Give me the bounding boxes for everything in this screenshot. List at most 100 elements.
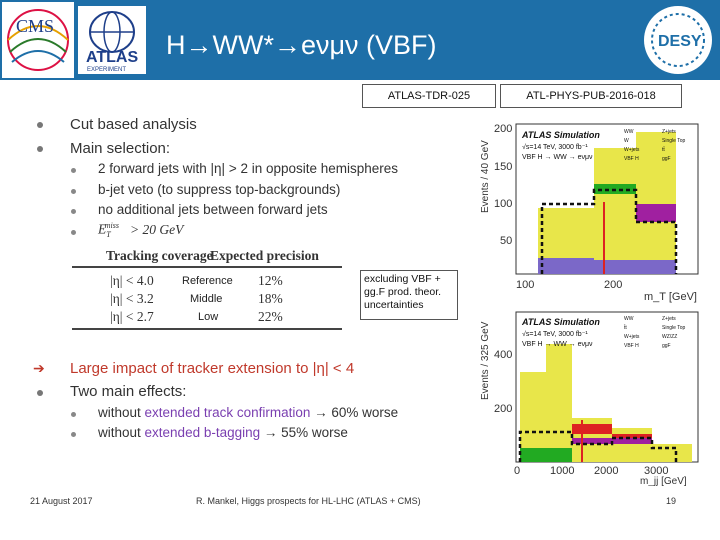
mt-ytick: 200 (494, 123, 512, 135)
mjj-ylabel: Events / 325 GeV (480, 321, 491, 400)
footer-date: 21 August 2017 (30, 496, 93, 506)
mt-bar-vbf (636, 204, 676, 222)
bullet-dot (37, 146, 43, 152)
mjj-xlabel: m_jj [GeV] (640, 476, 687, 486)
mt-ylabel: Events / 40 GeV (480, 140, 491, 213)
mjj-bar (652, 444, 692, 462)
svg-text:ATLAS: ATLAS (86, 49, 138, 66)
table-coverage-cell: |η| < 4.0 (110, 273, 154, 288)
mjj-legend-entry: Single Top (662, 325, 685, 331)
bullet-two-effects: Two main effects: (70, 383, 187, 400)
table-rule (72, 328, 342, 330)
table-header-coverage: Tracking coverage (106, 248, 213, 263)
footer-center: R. Mankel, Higgs prospects for HL-LHC (A… (196, 496, 421, 506)
mt-plot-svg: Events / 40 GeV 200 150 100 50 ATLAS Sim… (480, 123, 699, 303)
cms-logo: CMS (2, 2, 74, 78)
mt-legend-entry: VBF H (624, 156, 639, 162)
mt-xtick: 200 (604, 279, 622, 291)
footer-page-number: 19 (666, 496, 677, 506)
mjj-bar-red (572, 424, 612, 434)
mt-legend-entry: ggF (662, 156, 671, 162)
mjj-distribution-plot: Events / 325 GeV 400 200 ATLAS Simulatio… (476, 308, 706, 487)
mjj-legend-entry: W+jets (624, 334, 640, 340)
sub-track-confirmation: without extended track confirmation → 60… (98, 405, 399, 420)
ref-atlas-pub: ATL-PHYS-PUB-2016-018 (500, 84, 682, 108)
mjj-ytick: 400 (494, 349, 512, 361)
desy-logo: DESY (640, 2, 716, 78)
mjj-energy: √s=14 TeV, 3000 fb⁻¹ (522, 330, 588, 338)
table-header-precision: Expected precision (210, 248, 319, 263)
mjj-bar (520, 372, 546, 462)
sub-bjet-veto: b-jet veto (to suppress top-backgrounds) (98, 182, 341, 197)
mt-process: VBF H → WW → eνμν (522, 154, 593, 161)
precision-table: Tracking coverage Expected precision |η|… (70, 244, 342, 330)
table-precision-cell: 12% (258, 273, 283, 288)
mjj-process: VBF H → WW → eνμν (522, 341, 593, 348)
mjj-legend-entry: t̄t (624, 324, 628, 331)
sub-bullet-dot (71, 209, 76, 214)
mt-signal-outline (540, 188, 678, 274)
table-label-cell: Reference (182, 275, 233, 287)
mt-xlabel: m_T [GeV] (644, 291, 697, 303)
table-rule (72, 266, 342, 268)
mt-bar-ww (636, 132, 676, 204)
mjj-atlas-label: ATLAS Simulation (521, 317, 600, 327)
mjj-plot-svg: Events / 325 GeV 400 200 ATLAS Simulatio… (480, 311, 699, 487)
mjj-legend-entry: WZ/ZZ (662, 334, 677, 340)
table-coverage-cell: |η| < 2.7 (110, 309, 154, 324)
sub-bullet-dot (71, 230, 76, 235)
bullet-cut-based: Cut based analysis (70, 116, 197, 133)
mt-ytick: 50 (500, 235, 512, 247)
mt-atlas-label: ATLAS Simulation (521, 130, 600, 140)
mt-bar-top (594, 260, 676, 274)
mt-energy: √s=14 TeV, 3000 fb⁻¹ (522, 143, 588, 151)
mjj-bar (546, 344, 572, 462)
mt-legend-entry: Single Top (662, 138, 685, 144)
mjj-xtick: 3000 (644, 465, 668, 477)
mjj-xtick: 1000 (550, 465, 574, 477)
mjj-legend-entry: Z+jets (662, 316, 676, 322)
table-coverage-cell: |η| < 3.2 (110, 291, 154, 306)
mt-bar-top (538, 258, 594, 274)
bullet-tracker-impact: Large impact of tracker extension to |η|… (70, 360, 355, 377)
bullet-dot (37, 122, 43, 128)
mt-legend-entry: Z+jets (662, 129, 676, 135)
mjj-signal-outline (518, 430, 678, 462)
header-bar: CMS ATLAS EXPERIMENT H→WW*→eνμν (VBF) DE… (0, 0, 720, 80)
mjj-bar-green (520, 448, 572, 462)
table-label-cell: Middle (190, 293, 223, 305)
mt-xtick: 100 (516, 279, 534, 291)
table-label-cell: Low (198, 311, 219, 323)
svg-text:EXPERIMENT: EXPERIMENT (87, 67, 126, 73)
sub-bullet-dot (71, 189, 76, 194)
mt-legend-entry: WW (624, 129, 634, 135)
mt-legend-entry: W+jets (624, 147, 640, 153)
sub-etmiss-cut: > 20 GeV (130, 222, 184, 237)
arrow-bullet-icon: ➔ (33, 360, 45, 376)
mt-legend-entry: tt̄ (662, 146, 665, 153)
table-precision-cell: 18% (258, 291, 283, 306)
sub-bullet-dot (71, 432, 76, 437)
mjj-legend-entry: ggF (662, 343, 671, 349)
slide-title: H→WW*→eνμν (VBF) (166, 30, 437, 60)
sub-no-additional-jets: no additional jets between forward jets (98, 202, 328, 217)
bullet-dot (37, 390, 43, 396)
sub-btagging: without extended b-tagging → 55% worse (98, 425, 348, 440)
mt-ytick: 100 (494, 198, 512, 210)
mjj-xtick: 2000 (594, 465, 618, 477)
sub-etmiss-symbol: ETmiss (98, 221, 119, 240)
theory-uncertainty-note: excluding VBF + gg.F prod. theor. uncert… (360, 270, 458, 320)
sub-bullet-dot (71, 412, 76, 417)
ref-atlas-tdr: ATLAS-TDR-025 (362, 84, 496, 108)
svg-text:DESY: DESY (658, 33, 702, 50)
mjj-legend-entry: VBF H (624, 343, 639, 349)
atlas-logo: ATLAS EXPERIMENT (78, 6, 146, 74)
mt-legend-entry: W (624, 138, 629, 144)
mjj-ytick: 200 (494, 403, 512, 415)
mjj-xtick: 0 (514, 465, 520, 477)
sub-forward-jets: 2 forward jets with |η| > 2 in opposite … (98, 161, 399, 176)
mt-ytick: 150 (494, 161, 512, 173)
svg-text:CMS: CMS (16, 16, 54, 36)
table-precision-cell: 22% (258, 309, 283, 324)
sub-bullet-dot (71, 168, 76, 173)
